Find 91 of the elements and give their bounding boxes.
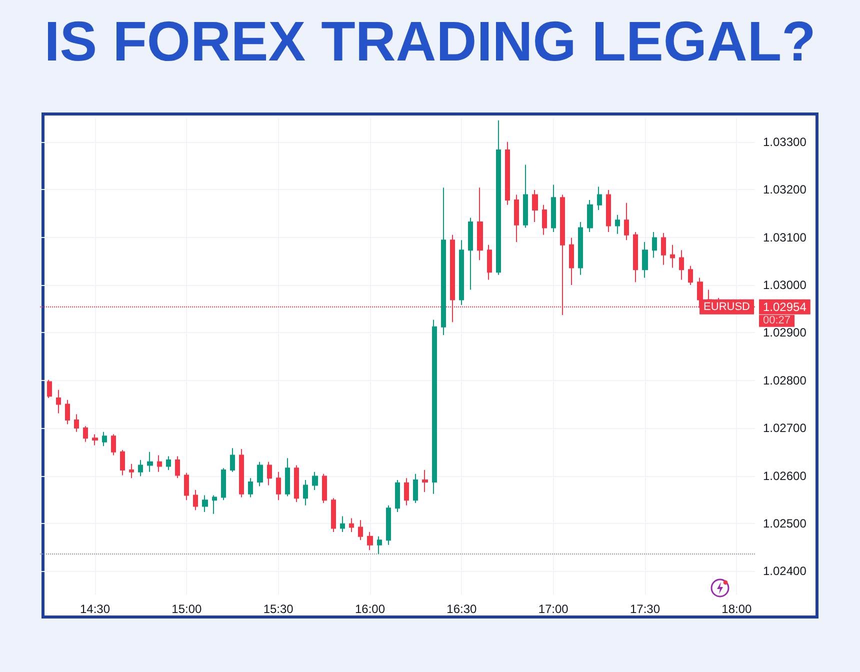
x-tick-label: 14:30: [80, 602, 110, 616]
y-tick-label: 1.02800: [763, 373, 807, 388]
x-tick-label: 16:30: [446, 602, 478, 616]
candlestick: [193, 490, 198, 511]
candlestick: [312, 471, 318, 491]
candlestick: [349, 518, 354, 533]
candlestick: [615, 214, 620, 234]
candlestick: [578, 221, 583, 276]
candlestick: [597, 186, 602, 211]
candlestick: [285, 458, 290, 497]
candlestick: [102, 431, 107, 447]
candlestick: [477, 187, 483, 261]
candlestick: [56, 389, 61, 414]
candlestick: [248, 478, 253, 498]
y-tick-label: 1.03100: [763, 230, 807, 244]
candlestick: [413, 473, 418, 504]
candlestick: [147, 451, 153, 472]
candlestick: [111, 434, 116, 456]
candlestick: [487, 244, 492, 280]
candlestick: [432, 319, 437, 494]
candlestick: [551, 184, 556, 233]
candlestick: [331, 498, 336, 533]
candlestick: [542, 204, 547, 236]
candlestick: [514, 194, 519, 243]
candlestick: [441, 187, 446, 336]
candlestick: [652, 232, 657, 258]
x-tick-label: 16:00: [354, 602, 386, 616]
y-tick-label: 1.03000: [763, 278, 807, 292]
candlestick: [340, 516, 345, 533]
candlestick: [230, 448, 235, 472]
y-tick-label: 1.03300: [763, 134, 807, 149]
x-tick-label: 17:30: [630, 602, 660, 616]
candlestick: [157, 454, 162, 472]
candlestick: [395, 480, 400, 512]
candlestick: [688, 265, 693, 286]
candlestick: [92, 434, 98, 446]
candlestick: [624, 202, 629, 241]
candlestick: [129, 463, 134, 479]
candlestick: [221, 468, 226, 501]
candlestick: [386, 504, 391, 546]
candlestick: [496, 120, 501, 276]
annotation: EURUSD: [704, 300, 750, 313]
candlestick: [358, 520, 363, 541]
y-tick-label: 1.02900: [763, 326, 807, 340]
candlestick: [679, 250, 684, 280]
candlestick: [661, 232, 666, 266]
candlestick: [175, 456, 180, 479]
candlestick: [633, 232, 638, 283]
chart-title: IS FOREX TRADING LEGAL?: [44, 10, 816, 72]
candlestick: [294, 464, 299, 502]
candlestick: [65, 399, 70, 425]
candlestick: [202, 494, 208, 512]
ref-line-label: 1.02954: [763, 300, 807, 314]
candlestick: [74, 414, 79, 432]
candlestick: [267, 461, 272, 486]
y-tick-label: 1.02600: [763, 468, 807, 483]
candlestick: [569, 237, 574, 286]
candlestick: [120, 449, 125, 476]
x-tick-label: 15:30: [263, 602, 294, 616]
candlestick: [404, 478, 409, 506]
candlestick: [505, 141, 510, 206]
candlestick: [468, 217, 473, 290]
candlestick: [322, 473, 327, 504]
x-tick-label: 15:00: [172, 602, 202, 616]
candlestick: [276, 471, 281, 501]
candlestick: [303, 480, 308, 506]
candlestick: [459, 240, 464, 306]
candlestick: [642, 242, 648, 278]
candlestick: [47, 379, 52, 398]
candlestick: [422, 470, 428, 492]
y-tick-label: 1.03200: [763, 182, 807, 197]
x-tick-label: 17:00: [538, 602, 569, 616]
candlestick: [138, 460, 143, 477]
candlestick: [184, 472, 189, 501]
candlestick: [166, 456, 171, 471]
candlestick: [587, 200, 593, 233]
candlestick: [239, 448, 244, 498]
candlestick: [377, 536, 382, 554]
candlestick: [212, 494, 217, 514]
candlestick: [83, 426, 88, 442]
candlestick: [606, 190, 611, 233]
candlestick: [532, 190, 538, 222]
y-tick-label: 1.02400: [763, 564, 807, 578]
candlestick: [523, 164, 528, 228]
candlestick: [367, 532, 373, 551]
candlestick: [257, 461, 263, 487]
candlestick: [670, 244, 675, 268]
y-tick-label: 1.02700: [763, 421, 807, 436]
y-tick-label: 1.02500: [763, 516, 807, 530]
x-tick-label: 18:00: [722, 602, 752, 616]
text: 00:27: [763, 314, 791, 326]
